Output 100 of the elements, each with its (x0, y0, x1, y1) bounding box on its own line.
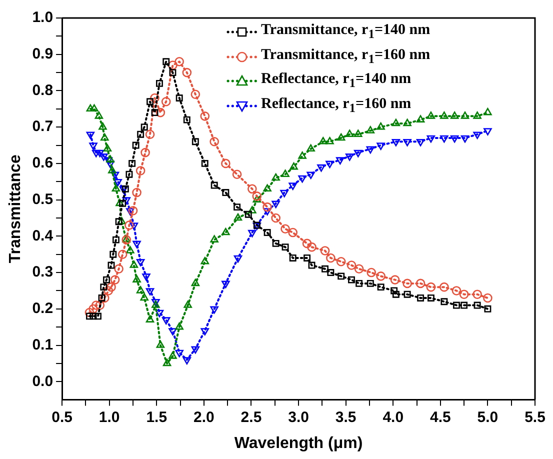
point (132, 240, 141, 248)
point (248, 184, 257, 194)
point (168, 328, 177, 336)
point (272, 240, 280, 247)
point (162, 358, 172, 366)
point (136, 258, 145, 266)
x-tick-label: 4.0 (382, 408, 404, 426)
point (130, 222, 138, 230)
x-tick-label: 3.0 (288, 408, 309, 426)
point (84, 308, 94, 318)
point (327, 269, 334, 276)
point (427, 294, 434, 302)
point (142, 274, 150, 281)
y-tick-label: 0.0 (32, 372, 54, 390)
point (184, 300, 192, 308)
point (264, 229, 271, 236)
point (89, 142, 98, 150)
point (145, 130, 155, 140)
point (392, 118, 400, 126)
point (115, 218, 122, 226)
x-tick-label: 2.5 (240, 408, 262, 426)
point (114, 178, 122, 186)
point (174, 56, 184, 66)
point (484, 108, 492, 116)
point (106, 155, 114, 162)
point (222, 228, 230, 236)
point (122, 185, 129, 192)
point (110, 275, 120, 284)
point (86, 104, 95, 112)
point (126, 246, 134, 254)
point (169, 69, 176, 76)
point (390, 287, 398, 294)
point (98, 294, 106, 302)
point (110, 250, 117, 258)
point (140, 293, 148, 301)
point (118, 216, 126, 224)
point (298, 152, 306, 159)
point (155, 310, 164, 318)
point (440, 282, 449, 292)
point (183, 116, 190, 124)
x-tick-label: 1.0 (98, 408, 120, 426)
point (281, 170, 290, 178)
point (354, 130, 362, 138)
point (354, 150, 362, 158)
point (326, 136, 334, 144)
point (156, 80, 163, 87)
point (108, 166, 116, 174)
point (404, 290, 411, 298)
point (132, 275, 141, 282)
point (460, 112, 470, 119)
point (354, 264, 364, 274)
point (484, 128, 492, 136)
point (116, 198, 124, 206)
point (112, 184, 120, 192)
point (132, 142, 140, 149)
point (168, 352, 177, 359)
point (161, 96, 171, 106)
point (252, 192, 262, 201)
point (366, 268, 376, 278)
point (191, 346, 200, 354)
point (128, 206, 138, 216)
point (288, 182, 297, 190)
y-tick-label: 0.8 (32, 82, 54, 99)
point (440, 112, 448, 119)
point (298, 175, 306, 183)
point (95, 300, 105, 310)
x-tick-label: 2.0 (194, 408, 214, 426)
point (210, 235, 218, 242)
point (302, 238, 312, 248)
point (118, 250, 128, 259)
point (326, 160, 334, 168)
point (156, 340, 165, 348)
point (473, 112, 482, 119)
point (426, 112, 436, 119)
point (119, 200, 126, 207)
point (222, 280, 230, 288)
point (96, 150, 104, 158)
point (234, 255, 242, 263)
point (263, 184, 272, 192)
point (126, 208, 134, 216)
point (248, 230, 256, 238)
point (232, 170, 242, 180)
x-tick-label: 5.0 (477, 408, 498, 426)
point (392, 290, 400, 298)
point (376, 142, 385, 150)
point (162, 58, 170, 66)
point (317, 164, 326, 172)
point (128, 160, 136, 167)
point (484, 305, 492, 312)
point (322, 265, 328, 272)
x-axis-title: Wavelength (μm) (234, 434, 363, 452)
point (290, 162, 298, 170)
point (124, 220, 134, 230)
point (390, 275, 400, 284)
point (450, 112, 459, 119)
point (306, 144, 315, 152)
point (200, 328, 209, 336)
legend-label: Reflectance, r$_{1}$=160 nm (261, 96, 412, 116)
point (132, 188, 142, 198)
point (440, 135, 448, 143)
